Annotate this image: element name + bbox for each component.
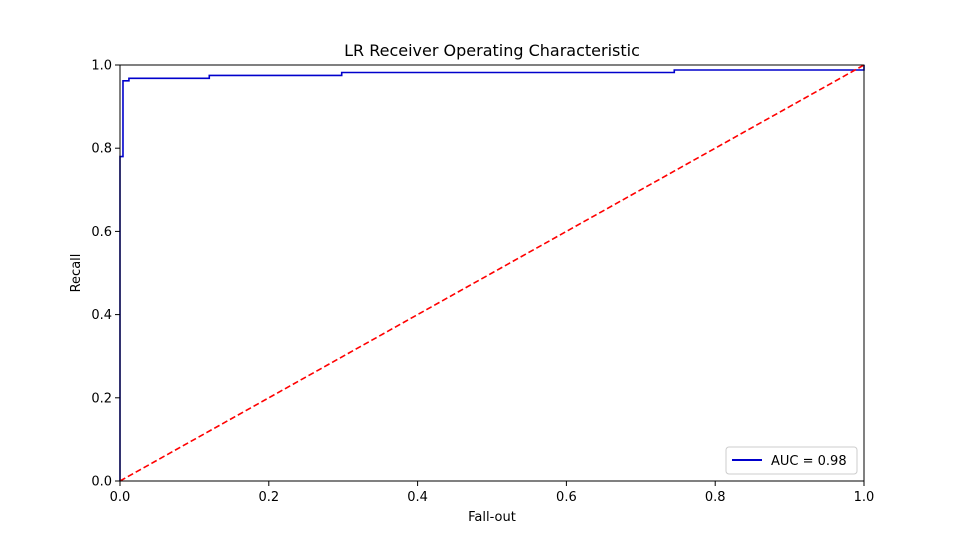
x-tick-label: 1.0 (854, 490, 875, 505)
x-tick-label: 0.0 (110, 490, 131, 505)
y-tick-label: 0.4 (91, 308, 112, 323)
y-tick-label: 0.0 (91, 475, 112, 490)
y-axis-label: Recall (69, 254, 84, 293)
legend: AUC = 0.98 (726, 447, 857, 474)
y-tick-label: 1.0 (91, 59, 112, 74)
chance-diagonal-line (120, 65, 864, 481)
y-tick-label: 0.8 (91, 142, 112, 157)
x-axis-label: Fall-out (468, 510, 516, 525)
x-tick-label: 0.6 (556, 490, 577, 505)
chart-title: LR Receiver Operating Characteristic (344, 41, 640, 60)
x-tick-label: 0.2 (258, 490, 279, 505)
y-tick-label: 0.2 (91, 391, 112, 406)
x-tick-label: 0.4 (407, 490, 428, 505)
legend-label: AUC = 0.98 (771, 454, 847, 469)
y-tick-label: 0.6 (91, 225, 112, 240)
x-tick-label: 0.8 (705, 490, 726, 505)
